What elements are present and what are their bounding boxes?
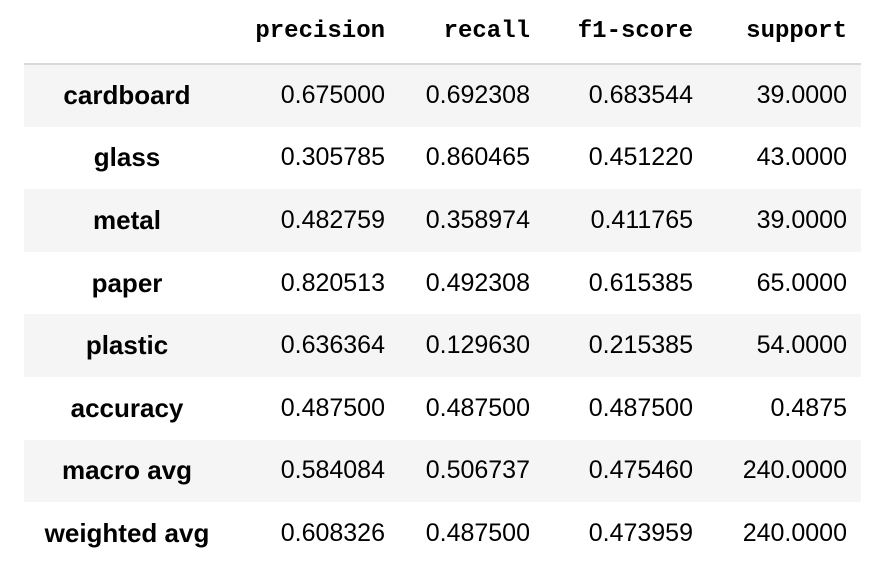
row-label: paper [91,267,163,298]
f1-score-cell: 0.487500 [588,393,693,422]
precision-cell: 0.675000 [280,81,385,110]
f1-score-cell: 0.473959 [588,518,693,547]
table-row: paper 0.820513 0.492308 0.615385 65.0000 [24,251,861,315]
f1-score-cell: 0.683544 [588,81,693,110]
table-row: cardboard 0.675000 0.692308 0.683544 39.… [24,64,861,127]
column-header-precision: precision [230,0,399,65]
f1-score-cell: 0.475460 [588,456,693,485]
support-cell: 0.4875 [770,393,847,422]
recall-cell: 0.358974 [425,205,530,234]
f1-score-cell: 0.615385 [588,268,693,297]
recall-cell: 0.506737 [425,456,530,485]
support-cell: 39.0000 [756,205,847,234]
column-header-support: support [707,0,861,65]
recall-cell: 0.692308 [425,81,530,110]
header-row: precision recall f1-score support [24,0,861,65]
column-header-recall: recall [399,0,544,65]
row-label: weighted avg [44,517,210,548]
table-row: weighted avg 0.608326 0.487500 0.473959 … [24,502,861,565]
row-label: macro avg [61,455,193,486]
table-row: glass 0.305785 0.860465 0.451220 43.0000 [24,126,861,190]
precision-cell: 0.820513 [280,268,385,297]
precision-cell: 0.584084 [280,456,385,485]
support-cell: 240.0000 [742,456,847,485]
row-label: metal [93,204,161,235]
support-cell: 240.0000 [742,518,847,547]
support-cell: 54.0000 [756,331,847,360]
support-cell: 43.0000 [756,143,847,172]
precision-cell: 0.636364 [280,331,385,360]
row-label: accuracy [70,392,184,423]
classification-report-table: precision recall f1-score support cardbo… [24,0,861,565]
precision-cell: 0.487500 [280,393,385,422]
support-cell: 65.0000 [756,268,847,297]
recall-cell: 0.492308 [425,268,530,297]
table-header: precision recall f1-score support [24,0,861,65]
table-row: accuracy 0.487500 0.487500 0.487500 0.48… [24,376,861,440]
row-label: glass [93,142,161,173]
recall-cell: 0.860465 [425,143,530,172]
precision-cell: 0.608326 [280,518,385,547]
recall-cell: 0.487500 [425,518,530,547]
f1-score-cell: 0.411765 [590,205,693,234]
f1-score-cell: 0.451220 [588,143,693,172]
table-row: plastic 0.636364 0.129630 0.215385 54.00… [24,314,861,377]
support-cell: 39.0000 [756,81,847,110]
table-body: cardboard 0.675000 0.692308 0.683544 39.… [24,64,861,565]
table-row: metal 0.482759 0.358974 0.411765 39.0000 [24,189,861,252]
row-label: plastic [85,330,169,361]
f1-score-cell: 0.215385 [588,331,693,360]
header-corner [24,0,230,65]
column-header-f1-score: f1-score [544,0,707,65]
table-row: macro avg 0.584084 0.506737 0.475460 240… [24,439,861,503]
precision-cell: 0.305785 [280,143,385,172]
precision-cell: 0.482759 [280,205,385,234]
recall-cell: 0.487500 [425,393,530,422]
row-label: cardboard [63,80,191,111]
recall-cell: 0.129630 [425,331,530,360]
